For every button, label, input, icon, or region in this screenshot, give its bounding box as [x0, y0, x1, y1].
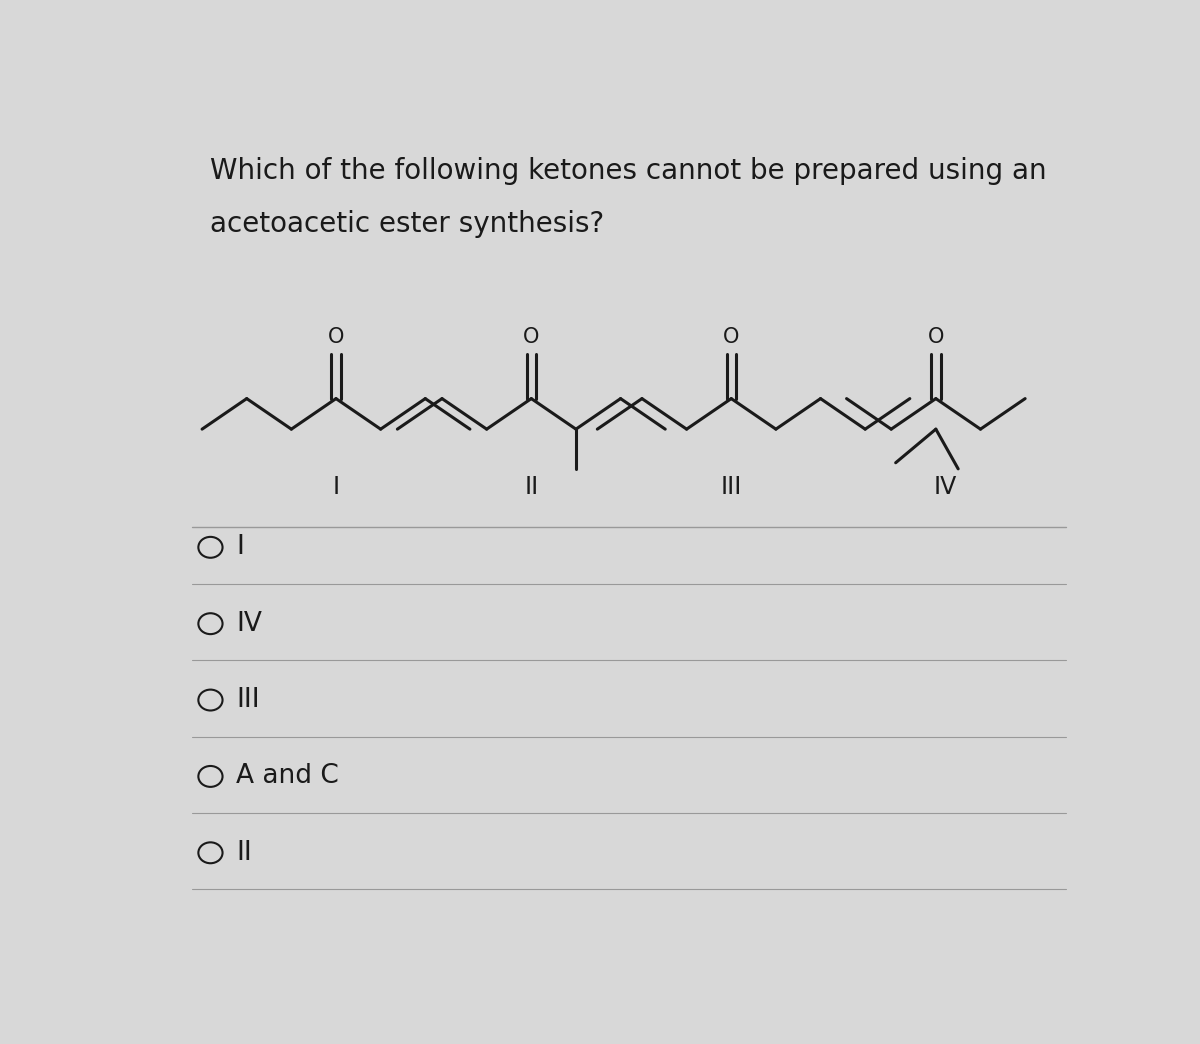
Text: I: I	[332, 475, 340, 499]
Text: O: O	[523, 327, 540, 347]
Text: acetoacetic ester synthesis?: acetoacetic ester synthesis?	[210, 210, 605, 238]
Text: III: III	[720, 475, 742, 499]
Text: IV: IV	[236, 611, 263, 637]
Text: IV: IV	[934, 475, 956, 499]
Text: II: II	[524, 475, 539, 499]
Text: II: II	[236, 839, 252, 865]
Text: A and C: A and C	[236, 763, 340, 789]
Text: O: O	[724, 327, 739, 347]
Text: O: O	[928, 327, 944, 347]
Text: Which of the following ketones cannot be prepared using an: Which of the following ketones cannot be…	[210, 158, 1048, 186]
Text: O: O	[328, 327, 344, 347]
Text: I: I	[236, 535, 245, 561]
Text: III: III	[236, 687, 260, 713]
